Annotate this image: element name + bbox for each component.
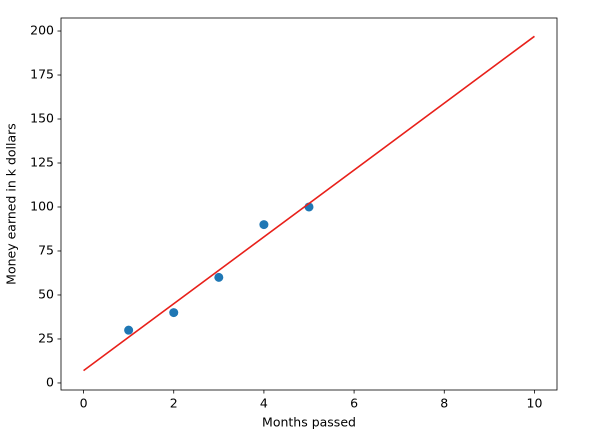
y-tick-label: 125 <box>30 154 54 169</box>
y-tick-label: 200 <box>30 23 54 38</box>
y-tick-label: 0 <box>46 374 54 389</box>
y-axis-label: Money earned in k dollars <box>4 123 19 285</box>
y-tick-label: 175 <box>30 67 54 82</box>
scatter-point <box>259 220 269 230</box>
x-axis-label: Months passed <box>262 415 356 430</box>
scatter-point <box>214 272 224 282</box>
y-tick-label: 25 <box>38 330 54 345</box>
x-tick-label: 6 <box>350 396 358 411</box>
y-tick-label: 75 <box>38 242 54 257</box>
y-tick-label: 100 <box>30 198 54 213</box>
x-tick-label: 4 <box>260 396 268 411</box>
x-tick-label: 0 <box>80 396 88 411</box>
y-tick-label: 150 <box>30 111 54 126</box>
scatter-point <box>169 308 179 318</box>
x-tick-label: 2 <box>170 396 178 411</box>
y-tick-label: 50 <box>38 286 54 301</box>
x-tick-label: 10 <box>527 396 543 411</box>
plot-frame <box>60 17 558 391</box>
scatter-point <box>124 325 134 335</box>
x-tick-label: 8 <box>440 396 448 411</box>
line <box>83 35 535 372</box>
